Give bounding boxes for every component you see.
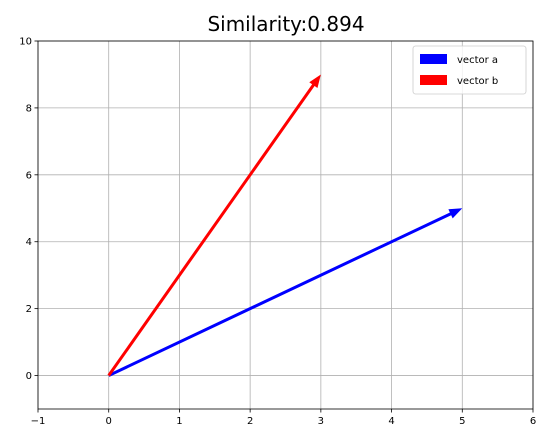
x-tick-label: −1 xyxy=(31,416,46,427)
chart-title: Similarity:0.894 xyxy=(207,12,364,36)
y-tick-label: 4 xyxy=(26,237,32,248)
y-tick-label: 10 xyxy=(19,37,32,48)
y-tick-label: 0 xyxy=(26,371,32,382)
legend: vector a vector b xyxy=(412,45,527,95)
axes-frame xyxy=(37,40,534,410)
x-tick-label: 1 xyxy=(176,416,182,427)
y-tick-label: 2 xyxy=(26,304,32,315)
legend-label: vector a xyxy=(457,55,498,66)
vector-arrow-a xyxy=(108,208,463,377)
legend-swatch xyxy=(420,75,447,85)
y-tick-label: 6 xyxy=(26,170,32,181)
x-tick-label: 2 xyxy=(247,416,253,427)
x-tick-label: 5 xyxy=(459,416,465,427)
vector-arrow-b xyxy=(107,74,321,377)
x-tick-label: 4 xyxy=(388,416,394,427)
legend-label: vector b xyxy=(457,76,498,87)
axis-ticks: −1 0 1 2 3 4 5 6 0 2 4 6 8 10 xyxy=(19,37,536,428)
vectors xyxy=(107,74,463,377)
legend-swatch xyxy=(420,54,447,64)
y-tick-label: 8 xyxy=(26,103,32,114)
x-tick-label: 3 xyxy=(318,416,324,427)
x-tick-label: 6 xyxy=(530,416,536,427)
grid xyxy=(37,40,534,409)
x-tick-label: 0 xyxy=(106,416,112,427)
